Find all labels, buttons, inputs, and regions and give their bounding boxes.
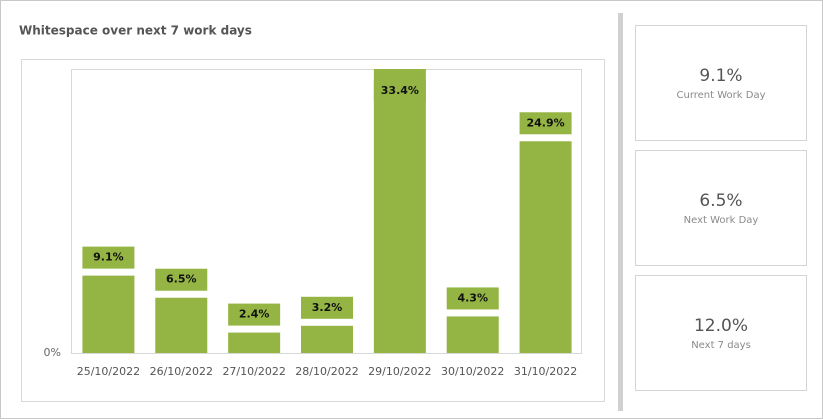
- kpi-card: 6.5% Next Work Day: [635, 150, 807, 266]
- kpi-label: Next Work Day: [683, 215, 759, 226]
- bar: [82, 275, 135, 353]
- x-tick-label: 25/10/2022: [77, 365, 140, 378]
- kpi-value: 6.5%: [699, 191, 743, 211]
- kpi-value: 9.1%: [699, 66, 743, 86]
- x-tick-label: 30/10/2022: [441, 365, 504, 378]
- chart: Whitespace over next 7 work days 0% 25/10…: [19, 24, 605, 402]
- value-label: 3.2%: [312, 301, 343, 314]
- kpi-label: Current Work Day: [676, 90, 766, 101]
- divider: [618, 13, 623, 411]
- value-label-box: [82, 246, 135, 269]
- bar: [228, 332, 281, 353]
- value-label: 24.9%: [526, 116, 564, 129]
- bar: [155, 297, 208, 353]
- value-label-box: [228, 303, 281, 326]
- x-tick-label: 28/10/2022: [295, 365, 358, 378]
- value-label: 6.5%: [166, 273, 197, 286]
- value-label: 9.1%: [93, 251, 124, 264]
- value-label: 4.3%: [457, 291, 488, 304]
- bar: [446, 316, 499, 353]
- kpi-value: 12.0%: [693, 316, 748, 336]
- bar: [373, 69, 426, 353]
- value-label: 2.4%: [239, 308, 270, 321]
- value-label-box: [519, 112, 572, 135]
- plot-frame: [71, 69, 582, 354]
- x-tick-label: 27/10/2022: [222, 365, 285, 378]
- bar: [301, 325, 353, 353]
- y-tick-label: 0%: [44, 346, 61, 359]
- x-tick-label: 26/10/2022: [150, 365, 213, 378]
- kpi-label: Next 7 days: [691, 340, 751, 351]
- kpi-card: 9.1% Current Work Day: [635, 25, 807, 141]
- value-label-box: [155, 268, 208, 291]
- bar: [519, 141, 572, 353]
- x-tick-label: 31/10/2022: [514, 365, 577, 378]
- value-label-box: [373, 80, 426, 102]
- kpi-card: 12.0% Next 7 days: [635, 275, 807, 391]
- value-label: 33.4%: [381, 84, 419, 97]
- value-label-box: [446, 287, 499, 310]
- chart-title: Whitespace over next 7 work days: [19, 24, 252, 38]
- value-label-box: [301, 296, 353, 319]
- x-tick-label: 29/10/2022: [368, 365, 431, 378]
